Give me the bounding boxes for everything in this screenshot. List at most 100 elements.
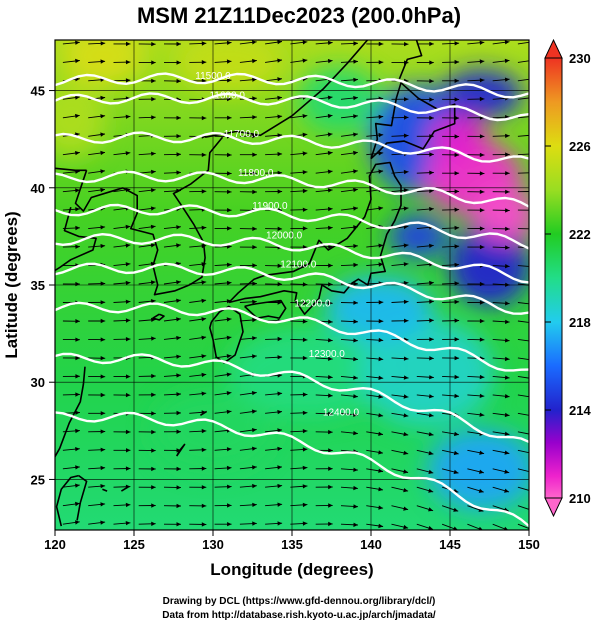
wind-arrow-head [75,374,80,379]
wind-arrow-head [176,373,181,378]
x-axis-label: Longitude (degrees) [210,560,373,579]
colorbar-top-arrow [544,38,563,59]
wind-arrow-head [201,410,207,415]
wind-arrow-head [125,187,131,193]
wind-arrow-head [302,447,308,452]
wind-arrow-head [530,133,535,137]
wind-arrow-head [328,356,333,361]
wind-arrow-head [201,335,207,340]
height-contour [55,131,529,163]
wind-arrow-head [176,134,181,139]
wind-arrow-head [454,78,460,83]
wind-arrow-head [328,521,333,527]
wind-arrow-head [378,60,384,65]
wind-arrow-head [277,483,283,489]
wind-arrow-shaft [517,431,529,435]
wind-arrow-head [530,59,535,63]
contour-label: 11600.0 [209,90,245,101]
wind-arrow-shaft [517,97,529,100]
coast-segment [55,206,97,272]
wind-arrow-head [176,225,181,230]
wind-arrow-shaft [517,394,529,398]
wind-arrow-head [505,152,510,157]
wind-arrow-head [125,299,131,304]
wind-arrow-head [404,115,409,120]
wind-arrow-head [353,150,358,156]
wind-arrow-head [125,262,131,267]
wind-arrow-head [252,263,257,268]
wind-arrow-head [530,413,535,417]
wind-arrow-head [479,393,485,398]
wind-arrow-head [403,280,409,286]
wind-arrow-head [277,151,283,157]
wind-arrow-shaft [517,320,529,323]
wind-arrow-head [150,261,156,266]
wind-arrow-head [530,77,535,81]
wind-arrow-head [227,96,232,102]
wind-arrow-head [403,133,409,138]
wind-arrow-head [277,226,283,231]
wind-arrow-head [454,337,460,342]
wind-arrow-head [479,208,485,213]
footer-line-1: Drawing by DCL (https://www.gfd-dennou.o… [163,596,436,607]
y-tick-label: 35 [31,278,45,293]
wind-arrow-head [176,60,181,65]
wind-arrow-head [302,410,308,415]
wind-arrow-head [277,170,283,175]
wind-arrow-head [530,246,535,250]
field-blob [55,81,106,158]
wind-arrow-head [429,60,434,65]
wind-arrow-head [176,410,181,416]
wind-arrow-head [226,372,232,377]
wind-arrow-head [479,450,485,455]
wind-arrow-shaft [517,265,529,267]
wind-arrow-head [505,338,510,343]
wind-arrow-head [328,484,333,490]
wind-arrow-head [327,150,333,156]
wind-arrow-head [378,468,383,473]
wind-arrow-head [403,506,409,511]
wind-arrow-head [378,206,384,211]
wind-arrow-shaft [517,357,529,360]
wind-arrow-head [429,243,434,248]
wind-arrow-head [151,503,156,508]
wind-arrow-head [100,225,106,230]
wind-arrow-head [176,448,181,453]
wind-arrow-head [429,152,434,157]
wind-arrow-head [429,41,434,47]
wind-arrow-head [353,338,358,343]
wind-arrow-head [505,245,510,250]
wind-arrow-head [176,298,181,303]
wind-arrow-head [302,484,308,489]
wind-arrow-head [530,432,535,436]
wind-arrow-head [429,394,434,399]
wind-arrow-head [176,152,181,157]
wind-arrow-head [530,302,535,306]
wind-arrow-head [277,428,282,433]
y-tick-label: 45 [31,84,45,99]
wind-arrow-head [378,262,384,267]
wind-arrow-head [100,300,106,305]
wind-arrow-head [227,78,232,83]
wind-arrow-head [100,132,105,137]
wind-arrow-head [100,502,106,507]
wind-arrow-head [454,318,460,323]
wind-arrow-head [302,151,308,156]
wind-arrow-head [151,336,156,341]
wind-arrow-head [353,485,358,491]
wind-arrow-head [479,244,485,250]
wind-arrow-head [429,115,434,121]
coast-segment [102,488,108,492]
coast-segment [74,170,124,212]
height-contour [55,170,529,208]
wind-arrow-head [429,188,434,194]
wind-arrow-head [328,375,333,380]
wind-arrow-head [328,448,333,453]
wind-arrow-head [252,133,257,139]
wind-arrow-head [328,244,333,249]
wind-arrow-head [328,429,333,435]
wind-arrow-head [125,114,131,119]
wind-arrow-head [100,484,106,489]
wind-arrow-head [75,225,80,231]
